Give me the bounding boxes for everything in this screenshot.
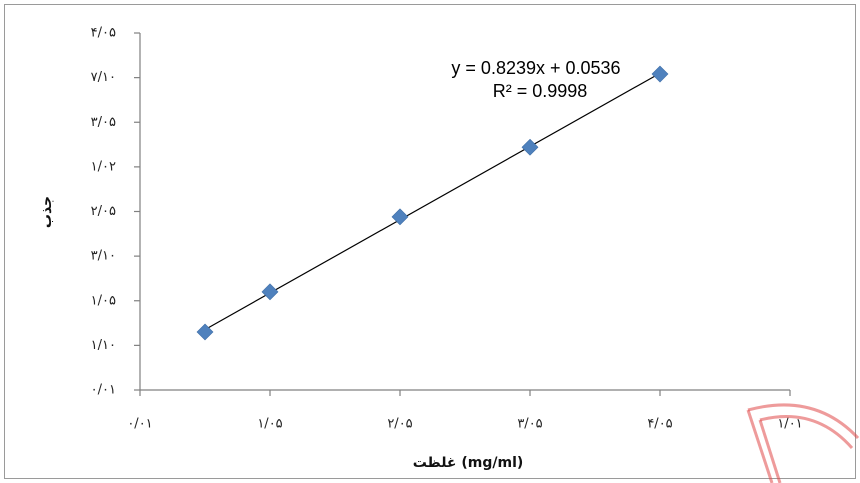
data-point [391, 208, 409, 226]
x-tick-label: ۱/۰۵ [257, 417, 282, 432]
y-tick-label: ۳/۱۰ [91, 249, 116, 264]
y-tick-label: ۳/۰۵ [91, 115, 116, 130]
x-tick-label: ۰/۰۱ [127, 417, 152, 432]
data-points [196, 65, 669, 341]
x-tick-label: ۲/۰۵ [387, 417, 412, 432]
x-axis-title: غلظت (mg/ml) [413, 455, 524, 471]
y-tick-label: ۰/۰۱ [91, 383, 116, 398]
y-axis-title: جذب [39, 196, 55, 228]
watermark-logo [746, 403, 860, 483]
trendline-equation: y = 0.8239x + 0.0536 [451, 58, 620, 78]
y-tick-label: ۷/۱۰ [91, 70, 116, 85]
y-tick-label: ۲/۰۵ [91, 204, 116, 219]
data-point [196, 323, 214, 341]
y-tick-label: ۴/۰۵ [91, 26, 116, 41]
y-tick-label: ۱/۱۰ [91, 338, 116, 353]
trendline-layer [204, 72, 661, 331]
trendline [204, 72, 661, 331]
x-tick-label: ۴/۰۵ [647, 417, 672, 432]
x-tick-label: ۱/۰۱ [777, 417, 802, 432]
x-tick-label: ۳/۰۵ [517, 417, 542, 432]
y-tick-label: ۱/۰۵ [91, 293, 116, 308]
chart-frame [4, 4, 856, 479]
axis-ticks: ۰/۰۱ ۱/۱۰ ۱/۰۵ ۳/۱۰ ۲/۰۵ ۱/۰۲ ۳/۰۵ ۷/۱۰ ۴/۰۵ ۰/۰۱… [91, 26, 803, 432]
data-point [651, 65, 669, 83]
data-point [521, 138, 539, 156]
r-squared-label: R² = 0.9998 [493, 81, 588, 101]
y-tick-label: ۱/۰۲ [91, 159, 116, 174]
data-point [261, 283, 279, 301]
